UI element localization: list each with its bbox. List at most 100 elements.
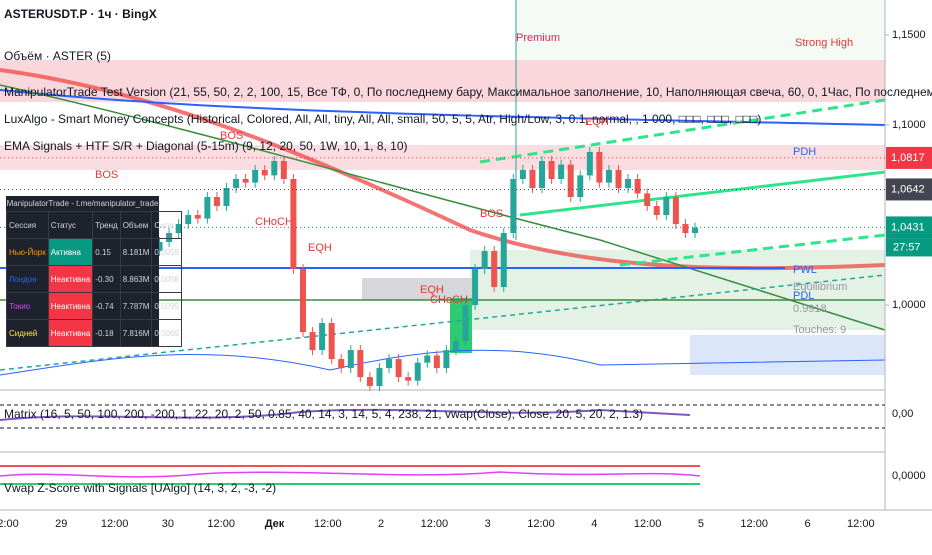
annotation: BOS (480, 208, 503, 220)
table-cell: Неактивна (47, 292, 94, 320)
candle (204, 197, 211, 219)
session-table: ManipulatorTrade - t.me/manipulator_trad… (6, 196, 182, 347)
candle (529, 169, 536, 188)
candle (462, 305, 469, 342)
price-tag (886, 216, 932, 239)
premium-zone (516, 0, 886, 60)
trend-line (519, 170, 886, 217)
table-cell: 8.181M (119, 238, 153, 266)
header-cell: Сессия (6, 211, 49, 239)
indicator-label: Объём · ASTER (5) (4, 49, 111, 63)
table-cell: 0.0056 (151, 265, 182, 293)
table-cell: 7.816M (119, 319, 153, 347)
y-tick-label: 0,0000 (892, 470, 926, 482)
x-tick-label: Дек (265, 518, 285, 530)
candle (443, 350, 450, 369)
table-cell: 0.0059 (151, 238, 182, 266)
price-tag-label: 1,0431 (891, 221, 925, 233)
price-tag (886, 146, 932, 169)
x-tick-label: 5 (698, 518, 704, 530)
candle (338, 359, 345, 369)
candle (271, 160, 278, 176)
x-tick-label: 29 (55, 518, 67, 530)
candle (261, 169, 268, 176)
demand-zone (690, 335, 885, 375)
table-row: Лондон Неактивна -0.30 8.863M 0.0056 (6, 265, 182, 293)
candle (548, 160, 555, 179)
candle (194, 215, 201, 219)
eq-zone (362, 278, 474, 300)
candle (414, 362, 421, 381)
candle (405, 377, 412, 381)
supply-zone (0, 60, 885, 102)
trend-line (0, 274, 886, 371)
demand-zone (470, 250, 885, 330)
annotation: EQH (420, 284, 444, 296)
candle (586, 151, 593, 176)
candle (242, 178, 249, 183)
candle (644, 193, 651, 207)
annotation: Premium (516, 32, 560, 44)
candle (605, 169, 612, 183)
candle (223, 187, 230, 207)
candle (309, 332, 316, 351)
candle (615, 169, 622, 188)
candle (424, 355, 431, 363)
x-tick-label: 12:00 (847, 518, 875, 530)
annotation: 0.9918 (793, 303, 827, 315)
x-tick-label: 2 (378, 518, 384, 530)
candle (567, 164, 574, 198)
indicator-label: EMA Signals + HTF S/R + Diagonal (5-15m)… (4, 139, 408, 153)
candle (280, 160, 287, 179)
table-cell: Сидней (6, 319, 49, 347)
countdown-bg (886, 238, 932, 257)
candle (558, 164, 565, 179)
table-cell: Нью-Йорк (6, 238, 49, 266)
table-cell: Неактивна (47, 319, 94, 347)
x-tick-label: 12:00 (527, 518, 555, 530)
indicator-label: ManipulatorTrade Test Version (21, 55, 5… (4, 85, 932, 99)
x-tick-label: 4 (591, 518, 597, 530)
annotation: CHoCH (255, 216, 293, 228)
table-row: Нью-Йорк Активна 0.15 8.181M 0.0059 (6, 238, 182, 266)
candle (472, 269, 479, 306)
table-cell: -0.18 (92, 319, 121, 347)
candle (185, 215, 192, 225)
trend-line (479, 98, 886, 164)
table-cell: Активна (47, 238, 94, 266)
y-tick-label: 1,0000 (892, 299, 926, 311)
candle (481, 251, 488, 270)
candle (510, 178, 517, 234)
candle (596, 151, 603, 183)
annotation: PDL (793, 290, 814, 302)
candle (634, 178, 641, 194)
x-tick-label: 12:00 (101, 518, 129, 530)
candle (357, 350, 364, 378)
candle (319, 323, 326, 351)
table-cell: 0.0069 (151, 319, 182, 347)
x-tick-label: 12:00 (634, 518, 662, 530)
candle (539, 160, 546, 188)
candle (376, 368, 383, 387)
candle (577, 175, 584, 198)
candle (347, 350, 354, 369)
ema-line (0, 84, 886, 331)
x-tick-label: 12:00 (207, 518, 235, 530)
candle (519, 169, 526, 179)
annotation: Strong High (795, 37, 853, 49)
candle (452, 341, 459, 351)
candle (395, 359, 402, 378)
countdown: 27:57 (893, 241, 921, 253)
indicator-label: LuxAlgo - Smart Money Concepts (Historic… (4, 112, 761, 126)
candle (500, 233, 507, 288)
table-title: ManipulatorTrade - t.me/manipulator_trad… (6, 199, 159, 208)
table-row: Токио Неактивна -0.74 7.787M 0.0095 (6, 292, 182, 320)
x-tick-label: 6 (804, 518, 810, 530)
table: Сессия Статус Тренд Объем Сила Нью-Йорк Активн… (6, 211, 182, 347)
x-tick-label: 12:00 (421, 518, 449, 530)
price-tag-label: 1,0817 (891, 152, 925, 164)
table-cell: 0.15 (92, 238, 121, 266)
x-tick-label: 3 (485, 518, 491, 530)
